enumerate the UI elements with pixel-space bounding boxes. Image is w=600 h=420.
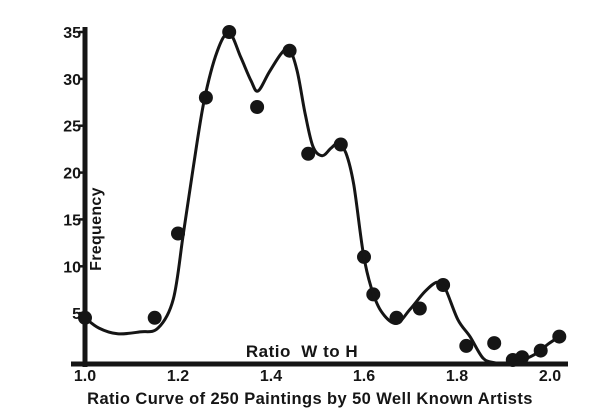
- y-tick-label: 20: [63, 166, 81, 183]
- y-tick-label: 25: [63, 119, 81, 136]
- x-tick-label: 1.8: [446, 368, 468, 385]
- x-tick-label: 2.0: [539, 368, 561, 385]
- y-tick-label: 15: [63, 212, 81, 229]
- x-tick-label: 1.6: [353, 368, 375, 385]
- data-point: [250, 100, 265, 114]
- x-axis-title: Ratio W to H: [246, 342, 358, 361]
- x-tick-label: 1.4: [260, 368, 282, 385]
- chart-caption: Ratio Curve of 250 Paintings by 50 Well …: [87, 390, 533, 408]
- x-tick-label: 1.0: [74, 368, 96, 385]
- data-point: [459, 338, 474, 353]
- x-tick-label: 1.2: [167, 368, 189, 385]
- y-tick-label: 5: [72, 306, 81, 323]
- y-axis-title: Frequency: [88, 187, 105, 271]
- data-point: [301, 146, 316, 161]
- y-tick-label: 35: [63, 25, 81, 42]
- y-tick-label: 30: [63, 72, 81, 89]
- y-tick-label: 10: [63, 259, 81, 276]
- data-point: [412, 301, 427, 316]
- data-point: [487, 336, 502, 351]
- fitted-curve: [83, 31, 563, 367]
- data-point: [147, 310, 162, 325]
